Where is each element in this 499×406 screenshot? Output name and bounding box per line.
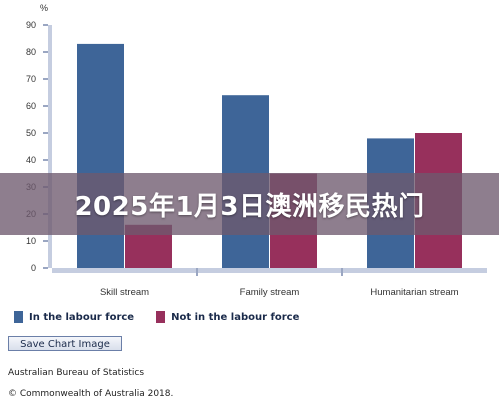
x-tick-label: Family stream [240, 287, 300, 298]
bar-chart: % 0102030405060708090 Skill streamFamily… [26, 3, 487, 298]
copyright-text: © Commonwealth of Australia 2018. [8, 389, 174, 399]
y-tick-label: 10 [26, 236, 36, 246]
x-axis-line [52, 268, 487, 273]
legend-item-in-labour-force: In the labour force [14, 311, 134, 323]
y-tick-label: 70 [26, 74, 36, 84]
source-text: Australian Bureau of Statistics [8, 368, 145, 378]
y-tick-label: 80 [26, 47, 36, 57]
legend-swatch-in-labour-force [14, 311, 23, 323]
y-tick-label: 90 [26, 20, 36, 30]
y-axis-line [48, 25, 52, 268]
legend-swatch-not-in-labour-force [156, 311, 166, 323]
save-chart-image-button[interactable]: Save Chart Image [8, 336, 122, 351]
y-tick [43, 267, 48, 269]
y-tick-label: 50 [26, 128, 36, 138]
y-tick [43, 159, 48, 161]
y-tick [43, 51, 48, 53]
legend-label-in-labour-force: In the labour force [29, 311, 135, 323]
x-tick [341, 268, 343, 276]
x-axis-labels: Skill stream Family stream Humanitarian st… [100, 287, 459, 298]
y-tick [43, 24, 48, 26]
y-tick-label: 40 [26, 155, 36, 165]
y-axis-label: % [40, 3, 48, 13]
title-banner: 2025年1月3日澳洲移民热门 [0, 173, 499, 235]
y-tick [43, 240, 48, 242]
legend: In the labour force Not in the labour fo… [14, 311, 299, 323]
y-tick-label: 0 [31, 263, 36, 273]
y-tick-label: 60 [26, 101, 36, 111]
y-tick [43, 105, 48, 107]
banner-title: 2025年1月3日澳洲移民热门 [74, 191, 425, 222]
y-tick [43, 132, 48, 134]
legend-item-not-in-labour-force: Not in the labour force [156, 311, 299, 323]
x-tick-label: Humanitarian stream [370, 287, 458, 298]
x-tick [196, 268, 198, 276]
legend-label-not-in-labour-force: Not in the labour force [171, 311, 300, 323]
x-tick-label: Skill stream [100, 287, 149, 298]
y-tick [43, 78, 48, 80]
